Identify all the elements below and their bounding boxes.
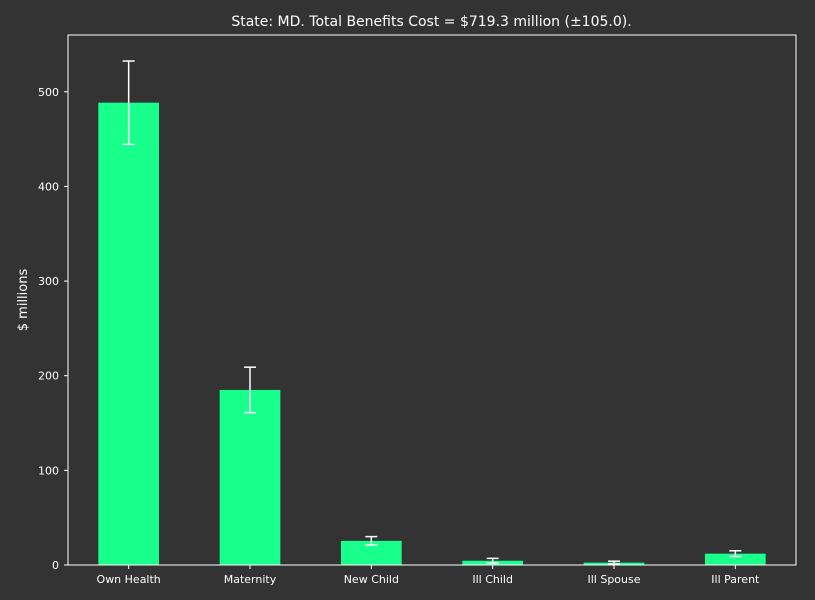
axes-frame [67,34,797,566]
bar [219,389,281,565]
x-tick-label: Own Health [97,573,161,586]
y-tick-label: 100 [38,464,59,477]
y-tick-label: 500 [38,86,59,99]
y-tick-label: 300 [38,275,59,288]
plot-area: Own Health Maternity New Child Ill Child Ill… [38,34,797,586]
bar [98,102,159,565]
chart-title: State: MD. Total Benefits Cost = $719.3 … [231,14,631,30]
bar [705,553,766,565]
x-tick-label: Ill Spouse [587,573,640,586]
y-tick-label: 0 [52,559,59,572]
y-axis-label: $ millions [16,269,31,332]
y-tick-label: 200 [38,370,59,383]
x-tick-label: Ill Parent [711,573,760,586]
x-tick-label: Maternity [224,573,277,586]
x-tick-label: Ill Child [472,573,513,586]
x-tick-label: New Child [344,573,399,586]
y-tick-label: 400 [38,180,59,193]
